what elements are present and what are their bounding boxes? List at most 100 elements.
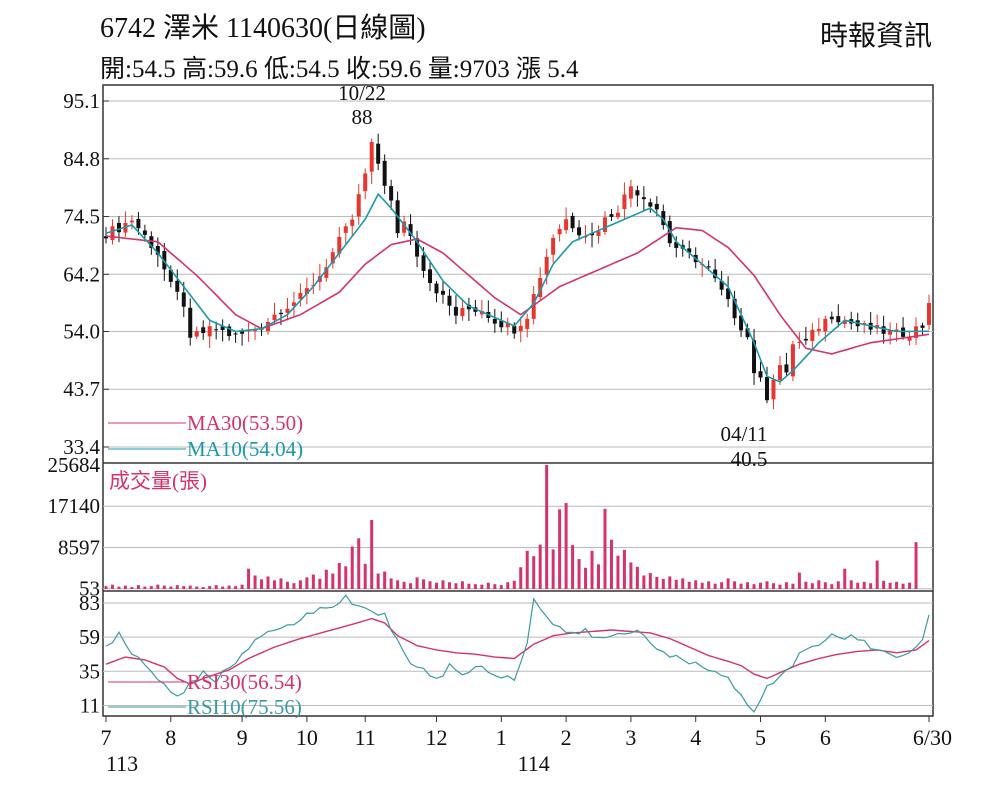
candle-body [661,211,666,226]
volume-bar [791,583,795,589]
volume-bar [862,581,866,589]
volume-bar [869,583,873,589]
candle-body [466,304,471,310]
volume-bar [661,578,665,589]
volume-bar [136,585,140,589]
candle-body [136,218,141,229]
volume-bar [823,582,827,589]
price-grid [103,100,933,448]
candle-body [674,241,679,248]
candle-body [538,278,543,298]
candle-body [142,230,147,235]
volume-bar [208,586,212,589]
volume-bar [422,579,426,589]
volume-bar [486,582,490,589]
candle-body [207,326,212,337]
x-tick-label: 11 [355,725,376,750]
volume-bar [765,581,769,589]
candle-body [609,214,614,217]
candle-body [732,298,737,319]
candle-body [525,318,530,329]
price-tick-label: 74.5 [63,205,100,229]
candle-body [810,329,815,342]
volume-bar [694,580,698,589]
x-tick-label: 4 [690,725,701,750]
volume-bar [175,585,179,589]
candle-body [564,219,569,231]
low-value-annotation: 40.5 [731,447,768,471]
volume-bar [577,559,581,589]
volume-bar [720,582,724,589]
source-label: 時報資訊 [820,20,932,52]
volume-bar [532,556,536,589]
candle-body [726,288,731,300]
candle-body [356,194,361,217]
candle-body [116,222,121,233]
price-y-ticks: 95.1 84.8 74.5 64.2 54.0 43.7 33.4 [63,89,109,459]
volume-bar [830,584,834,589]
candle-body [440,290,445,295]
volume-bar [110,584,114,589]
candle-body [512,326,517,334]
volume-bar [182,586,186,589]
price-tick-label: 33.4 [63,435,100,459]
volume-bar [784,582,788,589]
volume-bar [454,583,458,589]
volume-bar [759,582,763,589]
volume-bar [739,583,743,589]
volume-bar [201,587,205,589]
candle-body [369,142,374,172]
volume-bar [149,586,153,589]
volume-tick-label: 17140 [48,494,101,518]
candle-body [363,173,368,192]
candle-body [460,308,465,317]
low-date-annotation: 04/11 [720,422,767,446]
volume-bar [324,569,328,589]
candle-body [343,226,348,233]
candle-body [823,318,828,332]
high-value-annotation: 88 [352,105,373,129]
candle-body [155,246,160,255]
chart-title: 6742 澤米 1140630(日線圖) [100,12,426,44]
volume-bar [849,580,853,589]
volume-bar [856,582,860,589]
volume-bar [434,582,438,589]
x-tick-label: 6/30 [913,725,952,750]
x-year-label: 113 [106,751,138,776]
candle-body [233,333,238,335]
volume-bar [357,538,361,589]
high-date-annotation: 10/22 [338,81,386,105]
volume-bar [681,578,685,589]
candle-body [920,325,925,328]
x-tick-label: 3 [625,725,636,750]
candle-body [907,336,912,341]
quote-line: 開:54.5 高:59.6 低:54.5 收:59.6 量:9703 漲 5.4 [100,55,579,83]
price-tick-label: 54.0 [63,319,100,343]
candle-body [428,269,433,284]
rsi-y-ticks: 83 59 35 11 [79,591,100,717]
volume-bar [914,542,918,589]
candle-body [888,330,893,335]
candle-body [227,326,232,337]
candle-body [285,308,290,313]
volume-bar [622,549,626,589]
volume-bar [817,580,821,589]
x-axis-year-labels: 113 114 [106,751,550,776]
candle-body [168,269,173,282]
x-tick-label: 7 [101,725,112,750]
candle-body [739,315,744,331]
candle-body [240,330,245,334]
volume-bar [305,577,309,589]
candle-body [492,318,497,324]
volume-bar [843,568,847,589]
volume-bar [123,585,127,589]
candle-body [181,292,186,307]
candle-body [764,376,769,401]
volume-bar [415,577,419,589]
volume-bar [396,580,400,589]
candle-body [129,220,134,223]
volume-grid [103,505,933,590]
volume-bar [162,585,166,589]
volume-bar [143,586,147,589]
volume-bar [266,576,270,589]
